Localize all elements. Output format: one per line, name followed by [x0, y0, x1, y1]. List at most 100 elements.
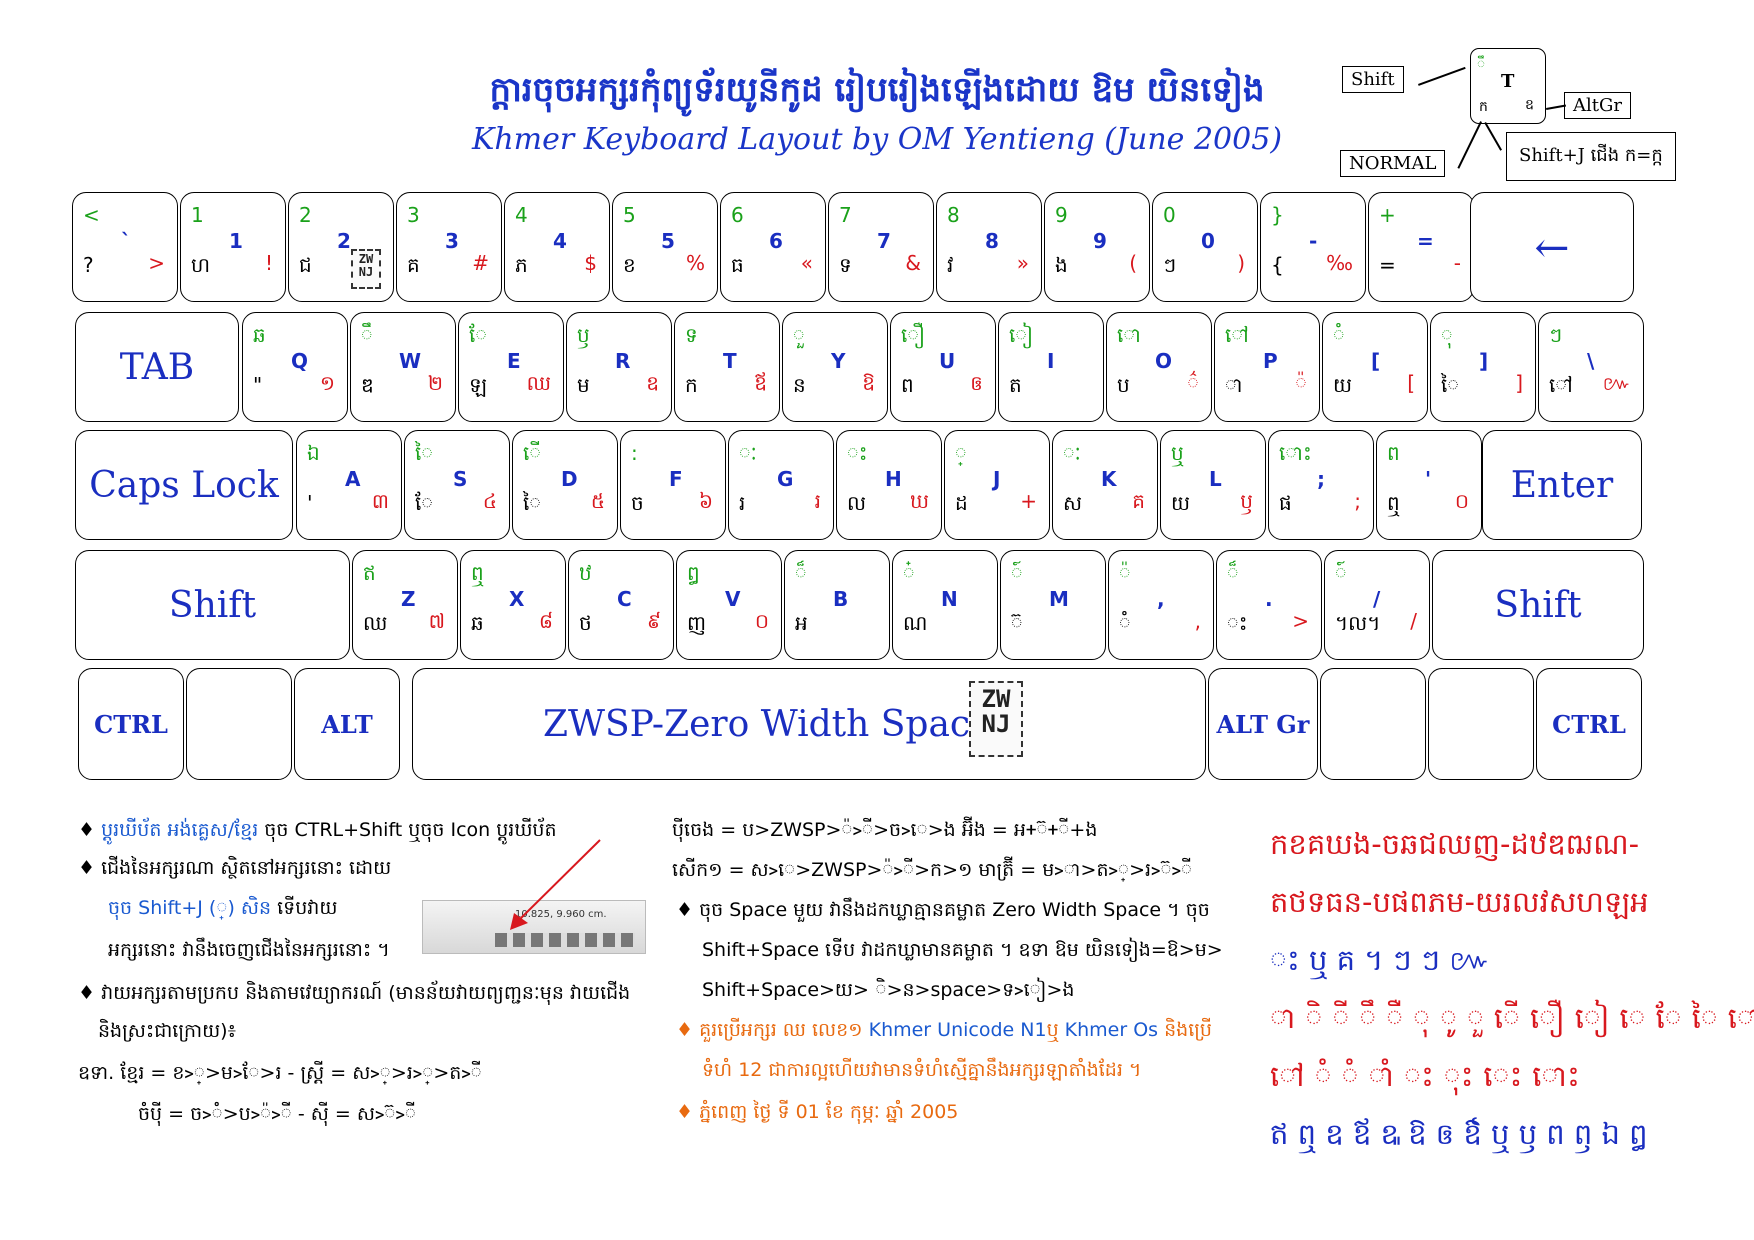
space-key[interactable]: ZWSP-Zero Width Space ZW NJ [412, 668, 1206, 780]
key-latin-char: K [1101, 467, 1117, 491]
tab-key[interactable]: TAB [75, 312, 239, 422]
caps-lock-key[interactable]: Caps Lock [75, 430, 293, 540]
legend-key-khmer: ក [1479, 99, 1488, 115]
backspace-key[interactable]: ← [1470, 192, 1634, 302]
key-latin-char: Z [401, 587, 416, 611]
key-r1-13[interactable]: + = = - [1368, 192, 1474, 302]
key-r4-5[interactable]: ៏ B អ [784, 550, 890, 660]
key-r3-1[interactable]: ឯ A ' ៣ [296, 430, 402, 540]
key-r2-12[interactable]: ុ]ៃ] [1430, 312, 1536, 422]
key-khmer-char: ហ [191, 253, 211, 277]
mid-6-blue: Khmer Unicode N1 [868, 1019, 1047, 1041]
key-r2-10[interactable]: ៅ Pា៉ [1214, 312, 1320, 422]
key-khmer-char: ខ [623, 253, 636, 277]
key-r3-6[interactable]: ះ H ល ឃ [836, 430, 942, 540]
key-r1-9[interactable]: 8 8 វ » [936, 192, 1042, 302]
key-altgr-char: ៉ [1295, 371, 1307, 395]
key-altgr-char: > [1292, 609, 1309, 633]
shift-left-key[interactable]: Shift [75, 550, 350, 660]
alt-label: ALT [321, 709, 373, 739]
key-latin-char: W [399, 349, 422, 373]
key-r3-2[interactable]: ៃ Sែ ៤ [404, 430, 510, 540]
alt-key[interactable]: ALT [294, 668, 400, 780]
key-r3-10[interactable]: ោះ; ផ; [1268, 430, 1374, 540]
key-r1-2[interactable]: 1 1 ហ! [180, 192, 286, 302]
key-r2-13[interactable]: ៗ \ៅ ៚ [1538, 312, 1644, 422]
key-altgr-char: [ [1407, 371, 1415, 395]
key-r4-2[interactable]: ឮ X ឆ ៨ [460, 550, 566, 660]
key-r3-7[interactable]: ្ J ដ + [944, 430, 1050, 540]
key-r1-4[interactable]: 3 3 គ # [396, 192, 502, 302]
key-r2-5[interactable]: ទ T ក ឪ [674, 312, 780, 422]
key-latin-char: 4 [553, 229, 567, 253]
key-r1-1[interactable]: < `? > [72, 192, 178, 302]
key-r4-7[interactable]: ៍ M៊ [1000, 550, 1106, 660]
red-arrow [510, 839, 601, 930]
altgr-key[interactable]: ALT Gr [1208, 668, 1318, 780]
key-khmer-char: ៃ [523, 491, 542, 515]
note-2: ♦ ជើងនៃអក្សរណា ស្ថិតនៅអក្សរនោះ ដោយ [78, 857, 392, 879]
key-altgr-char: ៨ [538, 609, 553, 633]
enter-key[interactable]: Enter [1482, 430, 1642, 540]
ctrl-left-label: CTRL [94, 709, 168, 739]
key-khmer-char: ំ [1119, 611, 1131, 635]
key-r2-8[interactable]: ៀ I ត [998, 312, 1104, 422]
key-khmer-char: ឈ [363, 611, 388, 635]
key-altgr-char: ឃ [909, 489, 929, 513]
alphabet-row-4: ា ិ ី ឹ ឺ ុ ូ ួ ើ ឿ ៀ េ ែ ៃ ោ [1270, 1001, 1754, 1035]
shift-right-key[interactable]: Shift [1432, 550, 1644, 660]
key-r2-2[interactable]: ឹ W ឌ ២ [350, 312, 456, 422]
key-r1-3[interactable]: 2 2 ជ ZW NJ [288, 192, 394, 302]
key-r2-9[interactable]: ោ O ប៌ [1106, 312, 1212, 422]
key-r1-10[interactable]: 9 9 ង ( [1044, 192, 1150, 302]
key-r3-5[interactable]: ៈ G ររ [728, 430, 834, 540]
ctrl-right-key[interactable]: CTRL [1536, 668, 1642, 780]
key-shift-char: ៎ [903, 561, 915, 585]
key-khmer-char: វ [947, 253, 954, 277]
key-r4-6[interactable]: ៎ N ណ [892, 550, 998, 660]
key-latin-char: N [941, 587, 958, 611]
key-r4-9[interactable]: ៏.ះ > [1216, 550, 1322, 660]
key-r3-11[interactable]: ព ' ឮ ០ [1376, 430, 1482, 540]
key-shift-char: ំ [1333, 323, 1345, 347]
note-8: ចំប៉ី = ច>ំ>ប>៉>ី - ស៊ី = ស>៊>ី [138, 1103, 417, 1125]
key-latin-char: V [725, 587, 741, 611]
key-r1-8[interactable]: 7 7 ទ & [828, 192, 934, 302]
key-r1-6[interactable]: 5 5 ខ% [612, 192, 718, 302]
key-r1-12[interactable]: } - {‰ [1260, 192, 1366, 302]
key-r3-3[interactable]: ើ Dៃ ៥ [512, 430, 618, 540]
key-khmer-char: ណ [903, 611, 928, 635]
mid-3: ♦ ចុច Space មួយ វានឹងដកឃ្លាគ្មានគម្លាត Z… [676, 899, 1210, 921]
menu-key[interactable] [1320, 668, 1426, 780]
key-r2-3[interactable]: ែ E ឡ ឈ [458, 312, 564, 422]
key-r2-11[interactable]: ំ [យ [ [1322, 312, 1428, 422]
key-r2-7[interactable]: ឿ U ព ឲ [890, 312, 996, 422]
key-latin-char: / [1373, 587, 1381, 611]
key-khmer-char: គ [407, 253, 420, 277]
key-r4-10[interactable]: ៍ / ។ល។ / [1324, 550, 1430, 660]
key-r1-11[interactable]: 0 0 ៗ) [1152, 192, 1258, 302]
key-r4-3[interactable]: ឋ C ថ ៩ [568, 550, 674, 660]
note-1-blue: ប្តូរឃីប័ត អង់គ្លេស/ខ្មែរ [101, 819, 259, 841]
key-r3-8[interactable]: ៈ K ស គ [1052, 430, 1158, 540]
key-r2-6[interactable]: ួ Y ន ឱ [782, 312, 888, 422]
key-khmer-char: ឆ [471, 611, 484, 635]
key-r2-4[interactable]: ឫ R ម ឧ [566, 312, 672, 422]
key-latin-char: 5 [661, 229, 675, 253]
mid-3-text: ចុច Space មួយ វានឹងដកឃ្លាគ្មានគម្លាត Zer… [699, 899, 1210, 921]
win-key[interactable] [186, 668, 292, 780]
key-r3-4[interactable]: : F ច ៦ [620, 430, 726, 540]
blank-key[interactable] [1428, 668, 1534, 780]
note-2-text: ជើងនៃអក្សរណា ស្ថិតនៅអក្សរនោះ ដោយ [101, 857, 392, 879]
key-r1-7[interactable]: 6 6 ធ « [720, 192, 826, 302]
key-shift-char: < [83, 203, 100, 227]
ctrl-left-key[interactable]: CTRL [78, 668, 184, 780]
key-latin-char: O [1155, 349, 1173, 373]
key-r4-8[interactable]: ៉,ំ, [1108, 550, 1214, 660]
key-r2-1[interactable]: ឆ Q " ១ [242, 312, 348, 422]
key-r1-5[interactable]: 4 4 ភ $ [504, 192, 610, 302]
key-khmer-char: ច [631, 491, 644, 515]
